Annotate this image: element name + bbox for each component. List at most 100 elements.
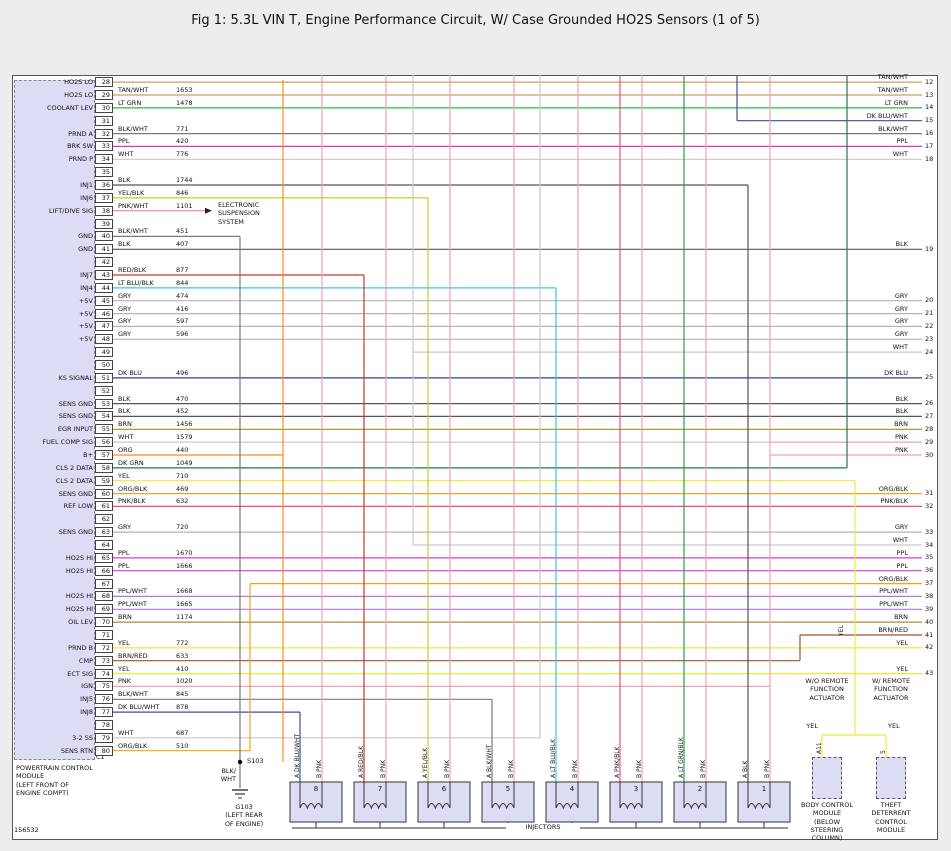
wire-circuit-label: 1049 <box>176 458 193 467</box>
right-pin-number: 34 <box>925 540 934 549</box>
right-pin-number: 35 <box>925 553 934 562</box>
pcm-pin-number: 58 <box>95 462 113 473</box>
wire-color-label: PPL <box>118 548 130 557</box>
pcm-pin-label: +5V <box>78 322 93 331</box>
ess-line: SUSPENSION <box>218 209 260 218</box>
right-pin-number: 24 <box>925 347 934 356</box>
right-wire-color-label: BLK <box>895 240 908 249</box>
right-pin-number: 13 <box>925 90 934 99</box>
pcm-pin-number: 77 <box>95 707 113 718</box>
right-pin-number: 42 <box>925 643 934 652</box>
wire-circuit-label: 407 <box>176 240 189 249</box>
pcm-pin-label: CMP <box>78 656 93 665</box>
right-wire-color-label: BRN <box>894 613 908 622</box>
wire-circuit-label: 1579 <box>176 433 193 442</box>
pcm-pin-number: 40 <box>95 231 113 242</box>
injector-body <box>289 781 343 823</box>
injector-wire-label: B PNK <box>636 759 643 778</box>
right-wire-color-label: TAN/WHT <box>877 86 908 94</box>
wire-color-label: TAN/WHT <box>118 86 149 94</box>
wire-color-label: GRY <box>118 330 132 339</box>
right-wire-color-label: WHT <box>892 343 908 352</box>
injector-wire-label: A RED/BLK <box>358 745 365 778</box>
pcm-pin-label: SENS GND <box>58 412 93 421</box>
injector-number: 6 <box>441 785 447 793</box>
pcm-pin-number: 72 <box>95 642 113 653</box>
wire-color-label: DK GRN <box>118 458 144 467</box>
pcm-pin-number: 50 <box>95 360 113 370</box>
pcm-pin-number: 69 <box>95 604 113 615</box>
right-wire-color-label: WHT <box>892 150 908 159</box>
header-line: FUNCTION <box>874 685 908 694</box>
wire-color-label: GRY <box>118 291 132 300</box>
wire-color-label: ORG/BLK <box>118 484 148 493</box>
wire-circuit-label: 1666 <box>176 561 193 570</box>
wire-circuit-label: 420 <box>176 137 189 146</box>
right-wire-color-label: GRY <box>894 317 908 326</box>
pcm-pin-number: 41 <box>95 244 113 255</box>
pcm-pin-number: 80 <box>95 745 113 756</box>
ess-line: ELECTRONIC <box>218 201 260 209</box>
injector-coil <box>491 803 515 810</box>
injectors-label: INJECTORS <box>506 823 580 832</box>
wire-color-label: BLK/WHT <box>118 690 148 699</box>
pcm-caption-line: POWERTRAIN CONTROL <box>16 764 93 772</box>
pcm-pin-number: 32 <box>95 128 113 139</box>
ground-name-label: G103 (LEFT REAR OF ENGINE) <box>214 803 274 828</box>
injector-body <box>417 781 471 823</box>
right-pin-number: 23 <box>925 334 934 343</box>
pcm-pin-label: HO2S LO <box>64 78 93 87</box>
ground-wire-line: BLK/ <box>221 767 236 775</box>
pcm-pin-number: 46 <box>95 308 113 319</box>
pcm-pin-number: 38 <box>95 205 113 216</box>
right-wire-color-label: GRY <box>894 291 908 300</box>
caption-line: (BELOW <box>813 817 841 826</box>
wire-circuit-label: 1174 <box>176 613 193 622</box>
injector-coil <box>747 803 771 810</box>
wire-circuit-label: 1744 <box>176 176 193 184</box>
injector-number: 4 <box>569 785 575 793</box>
pcm-pin-number: 67 <box>95 578 113 589</box>
pcm-pin-label: HO2S HI <box>65 566 93 575</box>
right-pin-number: 21 <box>925 309 934 318</box>
pcm-pin-number: 43 <box>95 270 113 280</box>
wire-circuit-label: 632 <box>176 497 189 506</box>
ess-callout: ELECTRONIC SUSPENSION SYSTEM <box>218 201 260 226</box>
pcm-pin-number: 31 <box>95 115 113 126</box>
pcm-pin-label: HO2S HI <box>65 553 93 562</box>
pcm-pin-number: 53 <box>95 398 113 409</box>
pcm-pin-label: CLS 2 DATA <box>55 463 93 472</box>
wire-circuit-label: 1456 <box>176 420 193 429</box>
right-pin-number: 28 <box>925 424 934 433</box>
right-pin-number: 20 <box>925 296 934 305</box>
wire-color-label: GRY <box>118 523 132 532</box>
pcm-pin-number: 64 <box>95 540 113 550</box>
injector-wire-label: B PNK <box>508 759 515 778</box>
pcm-pin-number: 52 <box>95 385 113 396</box>
pcm-pin-number: 73 <box>95 655 113 666</box>
splice-dot <box>237 759 243 765</box>
injector-number: 1 <box>761 785 767 793</box>
right-pin-number: 14 <box>925 103 934 112</box>
w-remote-actuator-header: W/ REMOTE FUNCTION ACTUATOR <box>859 677 923 702</box>
right-pin-number: 41 <box>925 630 934 639</box>
wire-circuit-label: 597 <box>176 317 189 326</box>
pcm-caption: POWERTRAIN CONTROL MODULE (LEFT FRONT OF… <box>16 764 93 797</box>
injector-coil <box>683 803 707 810</box>
right-pin-number: 37 <box>925 579 934 588</box>
right-pin-number: 18 <box>925 154 934 163</box>
caption-line: CONTROL <box>875 817 907 826</box>
right-wire-color-label: ORG/BLK <box>878 484 908 493</box>
right-wire-color-label: BRN <box>894 420 908 429</box>
right-wire-color-label: GRY <box>894 523 908 532</box>
wire-color-label: ORG/BLK <box>118 741 148 750</box>
right-pin-number: 43 <box>925 669 934 678</box>
pcm-pin-label: ECT SIG <box>67 669 93 678</box>
pcm-pin-number: 71 <box>95 630 113 640</box>
wire-color-label: PPL <box>118 561 130 570</box>
wire-color-label: BRN <box>118 420 132 429</box>
pcm-pin-label: INJ7 <box>80 271 93 279</box>
wire-circuit-label: 470 <box>176 394 189 403</box>
wire-circuit-label: 510 <box>176 741 189 750</box>
